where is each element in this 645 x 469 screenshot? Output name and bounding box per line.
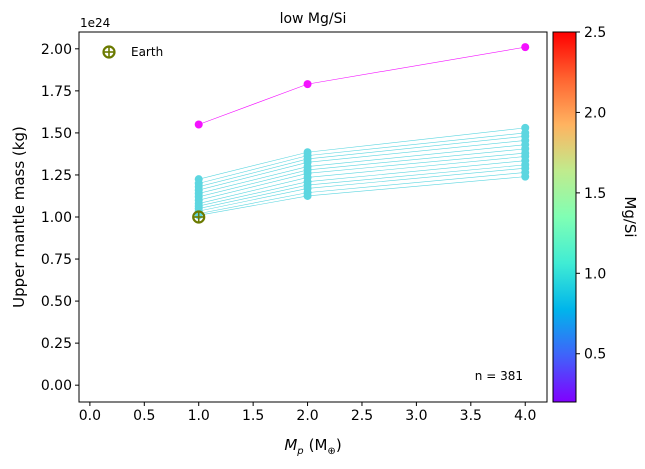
data-point bbox=[521, 172, 530, 181]
y-axis-label: Upper mantle mass (kg) bbox=[10, 126, 28, 308]
x-tick-label: 2.0 bbox=[296, 408, 318, 424]
colorbar-tick-label: 1.5 bbox=[584, 186, 606, 202]
y-tick-label: 0.50 bbox=[41, 294, 72, 310]
x-axis-label: Mp (M⊕) bbox=[284, 436, 341, 457]
colorbar bbox=[553, 32, 576, 402]
y-tick-label: 0.25 bbox=[41, 336, 72, 352]
x-axis-label-sub: p bbox=[296, 446, 303, 457]
sample-count-annotation: n = 381 bbox=[475, 369, 523, 383]
x-axis-label-unit-sub: ⊕ bbox=[327, 446, 335, 457]
legend: Earth bbox=[102, 45, 163, 59]
x-tick-label: 0.0 bbox=[79, 408, 101, 424]
colorbar-tick-label: 1.0 bbox=[584, 266, 606, 282]
y-tick-label: 1.00 bbox=[41, 210, 72, 226]
y-tick-label: 0.00 bbox=[41, 378, 72, 394]
data-point bbox=[303, 191, 312, 200]
y-offset-label: 1e24 bbox=[80, 16, 110, 30]
y-tick-label: 0.75 bbox=[41, 252, 72, 268]
legend-earth-label: Earth bbox=[131, 45, 163, 59]
y-tick-label: 2.00 bbox=[41, 42, 72, 58]
x-tick-label: 0.5 bbox=[133, 408, 155, 424]
chart-title: low Mg/Si bbox=[280, 11, 347, 27]
x-tick-label: 3.5 bbox=[460, 408, 482, 424]
x-axis-label-main: M bbox=[284, 436, 297, 454]
x-tick-label: 4.0 bbox=[514, 408, 536, 424]
y-tick-label: 1.75 bbox=[41, 84, 72, 100]
y-axis-ticks: 0.00 0.25 0.50 0.75 1.00 1.25 1.50 1.75 2.00 bbox=[41, 42, 79, 394]
legend-earth-symbol bbox=[102, 45, 116, 59]
colorbar-tick-label: 0.5 bbox=[584, 347, 606, 363]
y-tick-label: 1.50 bbox=[41, 126, 72, 142]
earth-marker-layer bbox=[192, 210, 206, 224]
x-axis-ticks: 0.0 0.5 1.0 1.5 2.0 2.5 3.0 3.5 4.0 bbox=[79, 402, 536, 424]
colorbar-ticks: 0.5 1.0 1.5 2.0 2.5 bbox=[576, 25, 606, 363]
x-axis-label-unit-open: (M bbox=[309, 436, 328, 454]
earth-point-marker bbox=[192, 210, 206, 224]
colorbar-label: Mg/Si bbox=[621, 196, 639, 237]
x-tick-label: 1.0 bbox=[188, 408, 210, 424]
x-tick-label: 3.0 bbox=[405, 408, 427, 424]
legend-earth-marker-icon bbox=[102, 45, 116, 59]
colorbar-frame bbox=[552, 31, 577, 403]
colorbar-tick-label: 2.0 bbox=[584, 105, 606, 121]
data-point bbox=[521, 43, 530, 52]
x-tick-label: 2.5 bbox=[351, 408, 373, 424]
x-axis-label-unit-close: ) bbox=[336, 436, 342, 454]
y-tick-label: 1.25 bbox=[41, 168, 72, 184]
colorbar-tick-label: 2.5 bbox=[584, 25, 606, 41]
data-point bbox=[194, 120, 203, 129]
plot-area bbox=[79, 32, 547, 402]
data-point bbox=[303, 80, 312, 89]
x-tick-label: 1.5 bbox=[242, 408, 264, 424]
